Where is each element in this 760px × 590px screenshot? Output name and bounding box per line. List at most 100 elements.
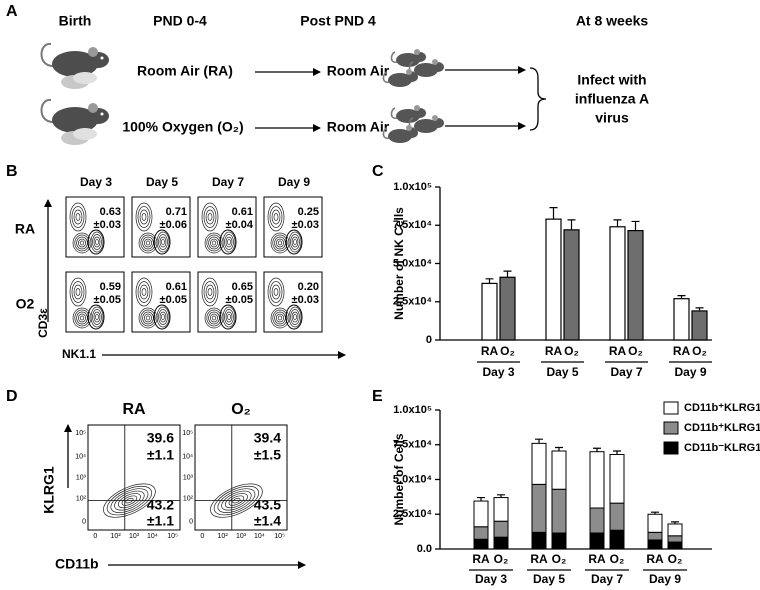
contour <box>291 311 299 323</box>
contour <box>79 315 85 321</box>
error-bar <box>593 447 601 452</box>
outcome: virus <box>595 110 629 126</box>
contour <box>210 238 218 248</box>
flow-y-tick: 0 <box>189 518 193 525</box>
bar-label: O₂ <box>610 552 625 566</box>
y-axis-label: Number of Cells <box>392 433 406 525</box>
contour <box>93 311 101 323</box>
contour <box>277 315 283 321</box>
error-bar <box>549 207 558 220</box>
flow-x-tick: 10³ <box>129 533 140 540</box>
bar-segment <box>493 520 509 538</box>
panel-label: E <box>372 388 383 405</box>
contour <box>74 234 90 252</box>
contour <box>276 238 284 248</box>
post-condition: Room Air <box>327 63 390 79</box>
flow-y-tick: 10³ <box>183 474 194 481</box>
contour <box>76 311 88 325</box>
bar-label: RA <box>588 552 606 566</box>
contour <box>144 238 152 248</box>
contour <box>232 497 241 504</box>
contour <box>207 288 213 296</box>
percentage-sd: ±0.05 <box>160 294 187 306</box>
contour <box>139 209 149 225</box>
contour <box>140 234 156 252</box>
contour <box>145 315 151 321</box>
contour <box>210 313 218 323</box>
contour <box>276 313 284 323</box>
row-label: O2 <box>16 296 35 312</box>
gate <box>285 229 303 255</box>
contour <box>142 236 154 250</box>
header: Post PND 4 <box>300 13 376 29</box>
legend-swatch <box>663 441 679 455</box>
flow-x-tick: 0 <box>93 533 97 540</box>
error-bar <box>535 438 543 444</box>
bar-segment <box>531 531 547 550</box>
contour <box>269 281 283 303</box>
contour <box>117 493 141 509</box>
error-bar <box>555 446 563 452</box>
flow-x-tick: 10⁵ <box>274 533 285 540</box>
percentage: 39.6 <box>147 430 174 446</box>
y-tick-label: 7.5x10⁴ <box>393 439 432 451</box>
bar-label: RA <box>609 344 627 358</box>
mouse-icon <box>40 98 110 146</box>
header: PND 0-4 <box>153 13 207 29</box>
contour <box>140 309 156 327</box>
bar-segment <box>667 535 683 543</box>
contour <box>69 277 87 307</box>
bar-segment <box>473 538 489 550</box>
y-tick-label: 1.0x10⁵ <box>393 181 432 193</box>
y-tick-label: 5.0x10⁴ <box>393 473 432 485</box>
contour <box>201 202 219 232</box>
contour <box>290 309 300 325</box>
percentage: 0.59 <box>100 281 121 293</box>
contour <box>73 209 83 225</box>
contour <box>159 311 167 323</box>
error-bar <box>567 219 576 230</box>
axis-label: NK1.1 <box>62 347 96 361</box>
contour <box>161 314 165 320</box>
contour <box>114 490 145 511</box>
contour <box>221 490 252 511</box>
contour <box>269 206 283 228</box>
bar-label: O₂ <box>494 552 509 566</box>
contour <box>106 485 153 516</box>
y-axis-label: Number of NK Cells <box>392 207 406 320</box>
gate <box>285 304 303 330</box>
panel-label: B <box>6 163 18 180</box>
contour <box>158 234 168 250</box>
bar-label: O₂ <box>552 552 567 566</box>
percentage: 43.5 <box>254 497 281 513</box>
legend-swatch <box>663 401 679 415</box>
bar <box>691 310 708 341</box>
gate <box>219 229 237 255</box>
contour <box>206 309 222 327</box>
y-tick-label: 2.5x10⁴ <box>393 508 432 520</box>
contour <box>213 485 260 516</box>
day-header: Day 3 <box>80 175 112 189</box>
group-label: Day 3 <box>475 572 507 586</box>
y-tick-label: 1.0x10⁵ <box>393 404 432 416</box>
percentage-sd: ±1.4 <box>254 513 281 529</box>
legend-swatch <box>663 421 679 435</box>
axis-label: KLRG1 <box>41 466 57 514</box>
flow-x-tick: 10² <box>111 533 122 540</box>
contour <box>159 236 167 248</box>
treatment: 100% Oxygen (O₂) <box>122 119 243 135</box>
flow-x-tick: 10² <box>218 533 229 540</box>
bar-segment <box>473 526 489 540</box>
contour <box>76 236 88 250</box>
contour <box>73 284 83 300</box>
flow-x-tick: 10⁴ <box>254 533 265 540</box>
contour <box>217 488 256 513</box>
bar-segment <box>551 532 567 550</box>
bar-segment <box>531 442 547 485</box>
contour <box>92 309 102 325</box>
flow-x-tick: 0 <box>200 533 204 540</box>
contour <box>207 213 213 221</box>
bar-segment <box>647 539 663 550</box>
contour <box>144 313 152 323</box>
bar-segment <box>609 529 625 550</box>
